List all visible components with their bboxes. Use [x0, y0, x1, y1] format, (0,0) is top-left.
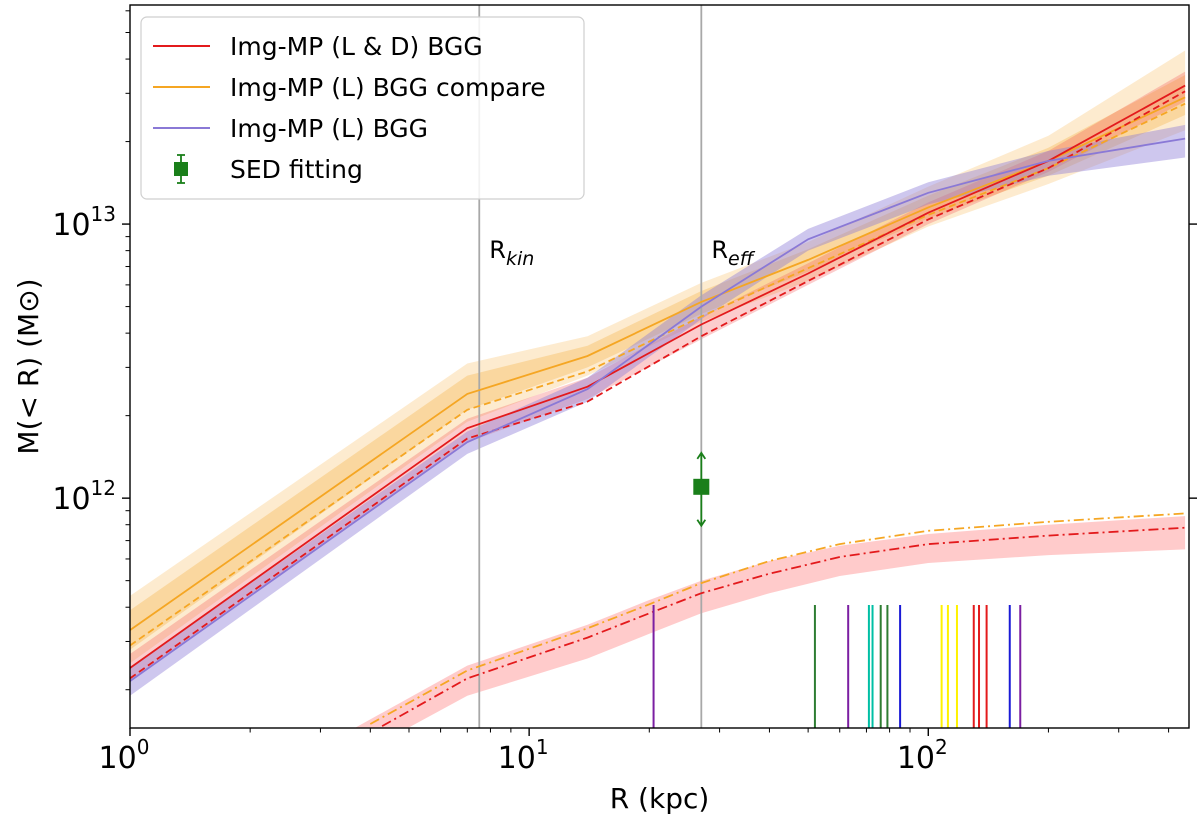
legend-swatch-4 — [174, 162, 188, 176]
sed-point-group — [693, 451, 710, 528]
band-img-mp-l-bgg-compare-outer — [130, 50, 1186, 664]
line-dash-dot-l-d — [376, 526, 1186, 728]
line-img-mp-l-d-bgg-dashed — [130, 90, 1186, 680]
vline-label-eff: Reff — [711, 236, 755, 270]
x-tick-label-1: 100 — [99, 735, 150, 776]
legend-box — [140, 16, 585, 200]
line-img-mp-l-bgg-compare-dashed — [130, 102, 1186, 647]
legend-label-4: SED fitting — [230, 155, 363, 184]
y-tick-label-2: 1013 — [52, 202, 116, 243]
plot-frame — [129, 4, 1190, 729]
legend: Img-MP (L & D) BGG Img-MP (L) BGG compare… — [140, 16, 585, 200]
band-dash-dot-l-d-inner — [354, 516, 1186, 728]
y-axis-label: M(< R) (M⊙) — [12, 278, 45, 454]
x-axis-label: R (kpc) — [610, 782, 710, 815]
legend-label-2: Img-MP (L) BGG compare — [230, 73, 546, 102]
rug-ticks — [652, 605, 1022, 728]
sed-arrow-down — [696, 519, 707, 528]
x-tick-label-2: 101 — [498, 735, 549, 776]
line-dash-dot-l — [369, 512, 1186, 725]
series-lines — [130, 84, 1186, 728]
legend-label-3: Img-MP (L) BGG — [230, 114, 428, 143]
sed-marker — [693, 478, 710, 495]
y-tick-label-1: 1012 — [52, 476, 116, 517]
x-tick-label-3: 102 — [897, 735, 948, 776]
sed-arrow-up — [696, 451, 707, 460]
legend-label-1: Img-MP (L & D) BGG — [230, 32, 483, 61]
axes: 100 101 102 1012 1013 R (kpc) M(< R) (M⊙) — [12, 10, 1197, 815]
vline-label-kin: Rkin — [489, 236, 534, 270]
line-img-mp-l-bgg — [130, 137, 1186, 682]
line-img-mp-l-d-bgg — [130, 84, 1186, 669]
